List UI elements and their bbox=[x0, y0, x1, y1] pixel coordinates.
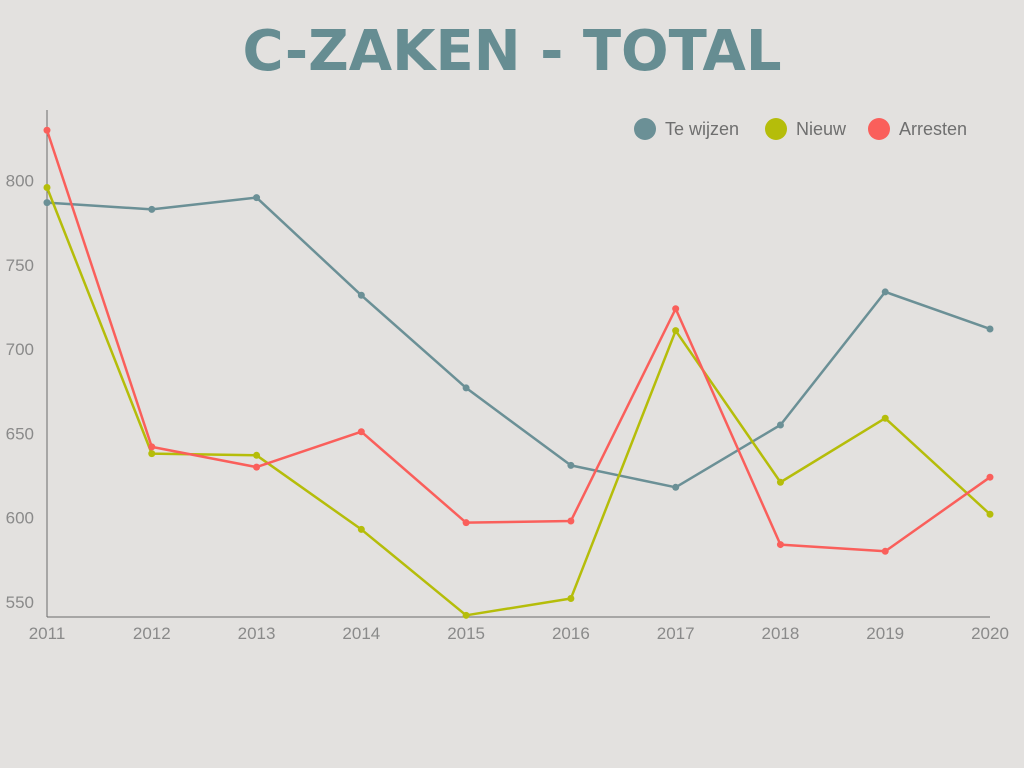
legend-item[interactable]: Nieuw bbox=[765, 118, 847, 140]
legend-marker bbox=[765, 118, 787, 140]
x-tick-label: 2019 bbox=[866, 624, 904, 643]
data-point[interactable] bbox=[253, 451, 261, 459]
data-point[interactable] bbox=[776, 541, 784, 549]
data-point[interactable] bbox=[567, 461, 575, 469]
data-point[interactable] bbox=[881, 547, 889, 555]
data-point[interactable] bbox=[986, 325, 994, 333]
series-line-2 bbox=[45, 128, 992, 553]
legend-item[interactable]: Te wijzen bbox=[634, 118, 739, 140]
chart-series-points bbox=[43, 126, 994, 619]
series-line-0 bbox=[45, 196, 992, 489]
data-point[interactable] bbox=[43, 126, 51, 134]
y-tick-label: 700 bbox=[6, 340, 34, 359]
y-tick-label: 650 bbox=[6, 424, 34, 443]
data-point[interactable] bbox=[567, 594, 575, 602]
data-point[interactable] bbox=[462, 384, 470, 392]
y-tick-label: 800 bbox=[6, 172, 34, 191]
data-point[interactable] bbox=[253, 463, 261, 471]
legend-label: Arresten bbox=[899, 119, 967, 139]
chart-series-lines bbox=[45, 128, 992, 617]
data-point[interactable] bbox=[672, 483, 680, 491]
data-point[interactable] bbox=[881, 414, 889, 422]
data-point[interactable] bbox=[148, 450, 156, 458]
x-tick-label: 2016 bbox=[552, 624, 590, 643]
data-point[interactable] bbox=[672, 327, 680, 335]
x-tick-label: 2013 bbox=[238, 624, 276, 643]
data-point[interactable] bbox=[148, 205, 156, 213]
data-point[interactable] bbox=[357, 291, 365, 299]
chart-title: C-ZAKEN - TOTAL bbox=[242, 19, 782, 84]
legend-label: Te wijzen bbox=[665, 119, 739, 139]
data-point[interactable] bbox=[881, 288, 889, 296]
data-point[interactable] bbox=[986, 473, 994, 481]
data-point[interactable] bbox=[672, 305, 680, 313]
legend-marker bbox=[868, 118, 890, 140]
y-tick-label: 550 bbox=[6, 593, 34, 612]
data-point[interactable] bbox=[776, 478, 784, 486]
legend-marker bbox=[634, 118, 656, 140]
data-point[interactable] bbox=[148, 443, 156, 451]
chart-legend[interactable]: Te wijzen Nieuw Arresten bbox=[634, 118, 967, 140]
data-point[interactable] bbox=[43, 183, 51, 191]
x-tick-label: 2020 bbox=[971, 624, 1009, 643]
data-point[interactable] bbox=[567, 517, 575, 525]
legend-item[interactable]: Arresten bbox=[868, 118, 967, 140]
data-point[interactable] bbox=[776, 421, 784, 429]
data-point[interactable] bbox=[462, 611, 470, 619]
data-point[interactable] bbox=[357, 428, 365, 436]
x-tick-label: 2018 bbox=[762, 624, 800, 643]
data-point[interactable] bbox=[43, 199, 51, 207]
x-tick-label: 2012 bbox=[133, 624, 171, 643]
legend-label: Nieuw bbox=[796, 119, 847, 139]
series-line-1 bbox=[45, 186, 992, 617]
chart-axes: 550 600 650 700 750 800 2011 2012 2013 2014 2015 20… bbox=[6, 110, 1009, 643]
x-tick-label: 2014 bbox=[342, 624, 380, 643]
x-tick-label: 2011 bbox=[29, 624, 66, 643]
y-tick-label: 600 bbox=[6, 509, 34, 528]
data-point[interactable] bbox=[462, 519, 470, 527]
data-point[interactable] bbox=[253, 194, 261, 202]
x-tick-label: 2015 bbox=[447, 624, 485, 643]
y-tick-label: 750 bbox=[6, 256, 34, 275]
data-point[interactable] bbox=[357, 525, 365, 533]
x-tick-label: 2017 bbox=[657, 624, 695, 643]
data-point[interactable] bbox=[986, 510, 994, 518]
